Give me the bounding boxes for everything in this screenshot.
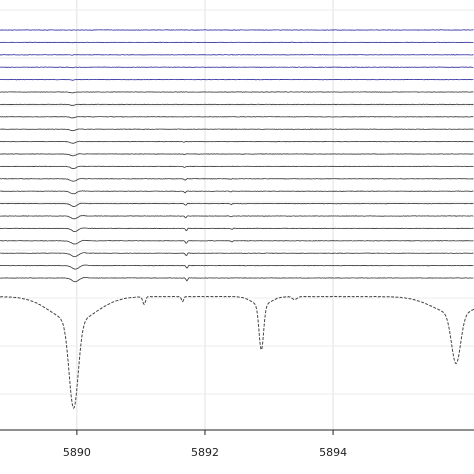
x-tick-label: 5892: [191, 446, 219, 459]
spectrum-line-3: [0, 54, 474, 56]
spectrum-line-16: [0, 215, 474, 220]
spectrum-line-11: [0, 153, 474, 157]
spectrum-line-15: [0, 202, 474, 207]
spectrum-line-2: [0, 41, 474, 44]
x-tick-labels: 5890 5892 5894: [63, 446, 347, 459]
spectrum-line-5: [0, 78, 474, 81]
spectrum-series: [0, 29, 474, 283]
spectrum-line-21: [0, 277, 474, 283]
spectrum-line-4: [0, 66, 474, 69]
x-tick-label: 5894: [319, 446, 347, 459]
spectrum-line-14: [0, 190, 474, 195]
spectrum-line-12: [0, 165, 474, 169]
spectrum-line-20: [0, 264, 474, 270]
x-axis: [0, 429, 474, 435]
reference-spectrum-line: [0, 295, 474, 409]
spectrum-line-7: [0, 103, 474, 106]
grid-lines: [0, 0, 474, 430]
spectrum-line-13: [0, 178, 474, 182]
spectrum-line-19: [0, 252, 474, 258]
spectrum-line-18: [0, 239, 474, 245]
spectrum-line-9: [0, 128, 474, 132]
spectrum-line-17: [0, 227, 474, 232]
spectrum-line-10: [0, 140, 474, 144]
spectrum-line-1: [0, 29, 474, 31]
x-tick-label: 5890: [63, 446, 91, 459]
spectrum-line-8: [0, 116, 474, 119]
spectrum-line-6: [0, 91, 474, 94]
reference-spectrum: [0, 295, 474, 409]
